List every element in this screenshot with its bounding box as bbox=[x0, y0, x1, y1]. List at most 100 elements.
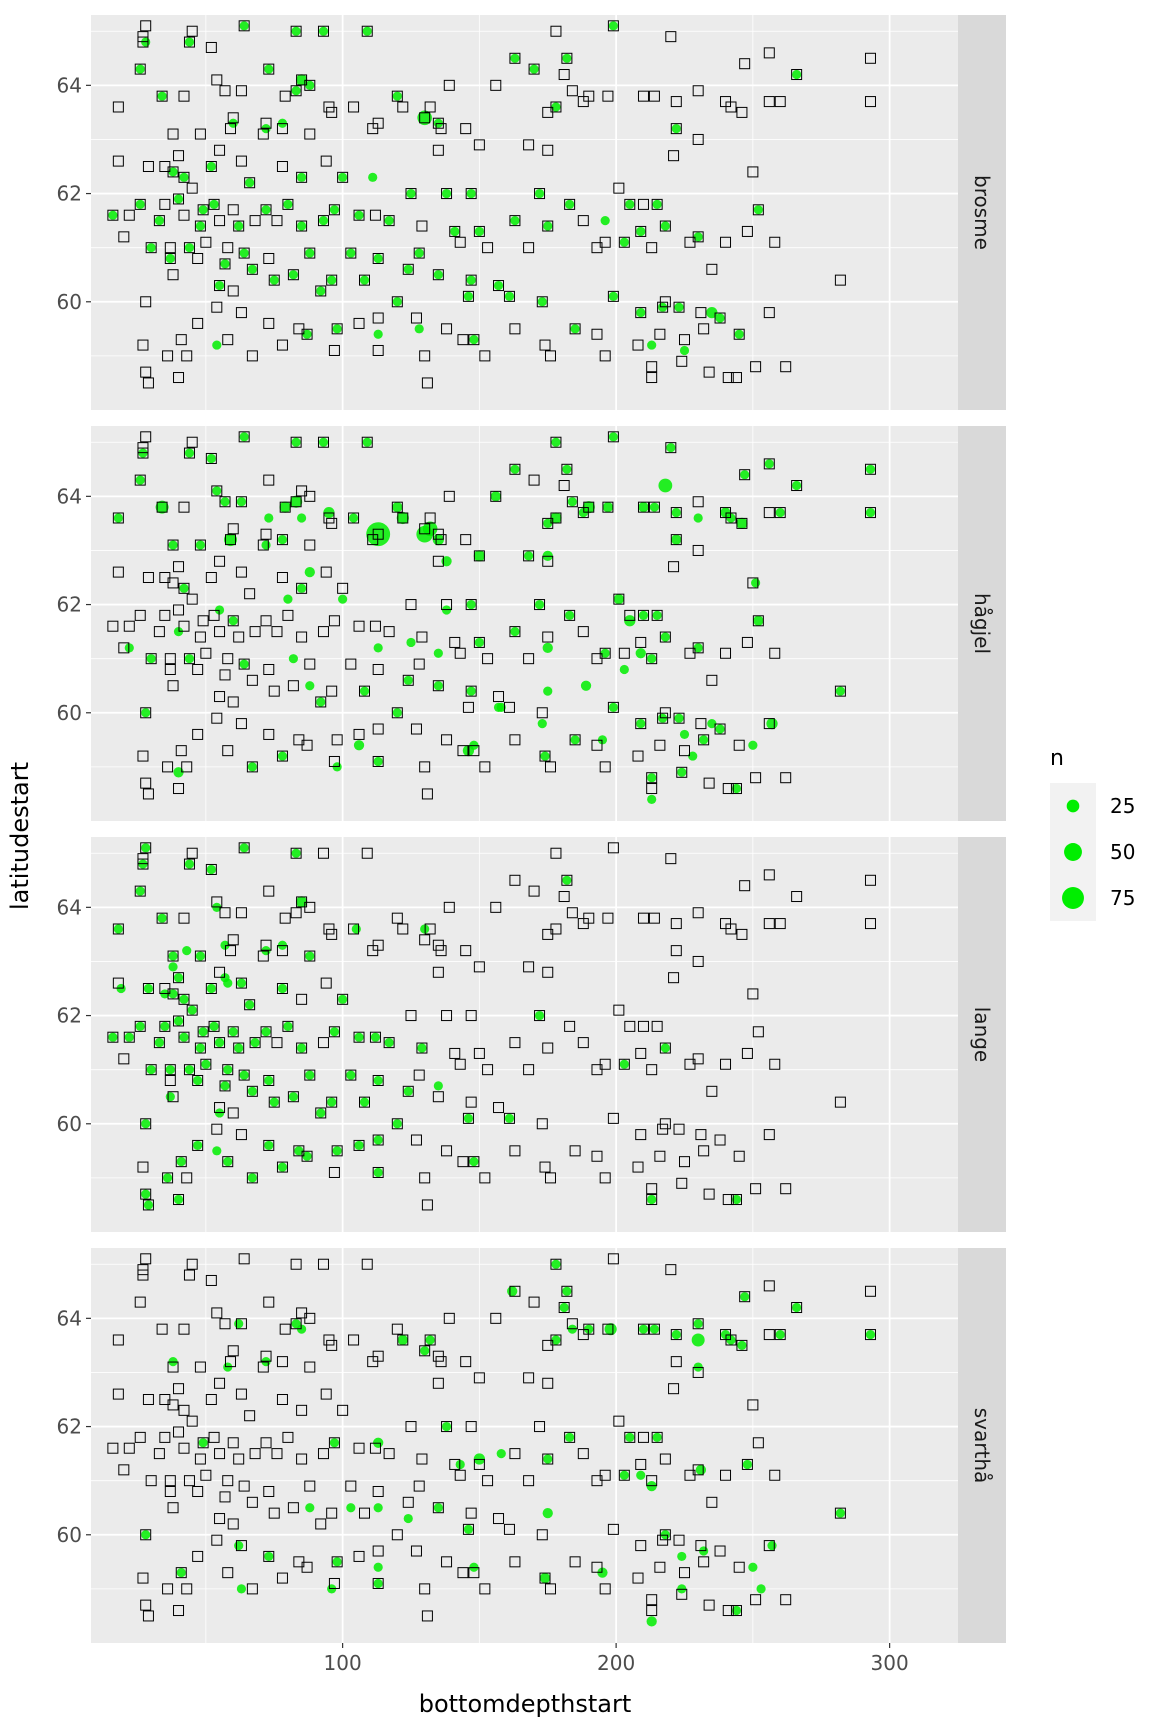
station-marker bbox=[173, 783, 185, 795]
station-marker bbox=[460, 945, 472, 957]
station-marker bbox=[337, 1404, 349, 1416]
catch-point bbox=[206, 453, 216, 464]
station-marker bbox=[703, 1188, 715, 1200]
catch-point bbox=[214, 1038, 225, 1048]
station-marker bbox=[763, 1280, 775, 1292]
station-marker bbox=[424, 101, 436, 113]
station-marker bbox=[326, 1096, 338, 1108]
station-marker bbox=[676, 1177, 688, 1189]
station-marker bbox=[369, 620, 381, 632]
station-marker bbox=[192, 1550, 204, 1562]
catch-point bbox=[173, 767, 184, 778]
station-marker bbox=[173, 561, 185, 573]
station-marker bbox=[194, 1042, 206, 1054]
station-marker bbox=[774, 918, 786, 930]
station-marker bbox=[720, 647, 732, 659]
station-marker bbox=[706, 674, 718, 686]
station-marker bbox=[528, 1296, 540, 1308]
station-marker bbox=[134, 198, 146, 210]
catch-point bbox=[688, 751, 698, 761]
station-marker bbox=[523, 653, 535, 665]
catch-point bbox=[539, 1572, 551, 1584]
station-marker bbox=[632, 1161, 644, 1173]
station-marker bbox=[714, 312, 726, 324]
catch-point bbox=[756, 1584, 766, 1594]
station-marker bbox=[410, 1134, 422, 1146]
catch-point bbox=[636, 719, 646, 729]
station-marker bbox=[345, 658, 357, 670]
catch-point bbox=[354, 1140, 364, 1151]
station-marker bbox=[618, 647, 630, 659]
station-marker bbox=[544, 350, 556, 362]
station-marker bbox=[747, 166, 759, 178]
station-marker bbox=[353, 317, 365, 329]
station-marker bbox=[134, 1296, 146, 1308]
station-marker bbox=[296, 993, 308, 1005]
station-marker bbox=[317, 1037, 329, 1049]
panel-background bbox=[91, 426, 958, 821]
catch-point bbox=[195, 221, 206, 231]
station-marker bbox=[167, 1502, 179, 1514]
station-marker bbox=[490, 1312, 502, 1324]
station-marker bbox=[227, 112, 239, 124]
station-marker bbox=[112, 923, 124, 935]
catch-point bbox=[173, 973, 184, 983]
station-marker bbox=[361, 436, 373, 448]
catch-point bbox=[305, 1503, 315, 1513]
station-marker bbox=[167, 128, 179, 140]
station-marker bbox=[145, 1475, 157, 1487]
station-marker bbox=[353, 620, 365, 632]
station-marker bbox=[550, 25, 562, 37]
station-marker bbox=[186, 593, 198, 605]
station-marker bbox=[227, 1437, 239, 1449]
station-marker bbox=[410, 723, 422, 735]
station-marker bbox=[602, 1323, 614, 1335]
station-marker bbox=[419, 350, 431, 362]
station-marker bbox=[235, 1129, 247, 1141]
station-marker bbox=[410, 312, 422, 324]
legend-title: n bbox=[1050, 746, 1064, 771]
catch-point bbox=[474, 226, 484, 237]
catch-point bbox=[433, 648, 443, 658]
station-marker bbox=[706, 1496, 718, 1508]
station-marker bbox=[263, 885, 275, 897]
catch-point bbox=[195, 540, 206, 550]
station-marker bbox=[140, 777, 152, 789]
station-marker bbox=[703, 366, 715, 378]
station-marker bbox=[224, 1356, 236, 1368]
station-marker bbox=[276, 1161, 288, 1173]
catch-point bbox=[450, 226, 460, 237]
catch-point bbox=[351, 924, 361, 934]
catch-point bbox=[212, 1146, 222, 1156]
station-marker bbox=[692, 133, 704, 145]
station-marker bbox=[235, 1388, 247, 1400]
station-marker bbox=[112, 101, 124, 113]
station-marker bbox=[670, 96, 682, 108]
catch-point bbox=[619, 1470, 629, 1480]
station-marker bbox=[725, 923, 737, 935]
station-marker bbox=[391, 912, 403, 924]
station-marker bbox=[123, 1442, 135, 1454]
station-marker bbox=[747, 1399, 759, 1411]
catch-point bbox=[373, 1135, 383, 1145]
catch-point bbox=[679, 345, 690, 356]
station-marker bbox=[449, 1047, 461, 1059]
catch-point bbox=[234, 1319, 244, 1329]
station-marker bbox=[235, 566, 247, 578]
catch-point bbox=[420, 1346, 430, 1356]
station-marker bbox=[424, 923, 436, 935]
station-marker bbox=[503, 1112, 515, 1124]
catch-point bbox=[279, 501, 291, 513]
station-marker bbox=[290, 25, 302, 37]
station-marker bbox=[279, 501, 291, 513]
station-marker bbox=[465, 274, 477, 286]
catch-point bbox=[534, 599, 545, 610]
station-marker bbox=[315, 285, 327, 297]
station-marker bbox=[698, 323, 710, 335]
station-marker bbox=[317, 215, 329, 227]
station-marker bbox=[720, 1469, 732, 1481]
station-marker bbox=[741, 1047, 753, 1059]
station-marker bbox=[167, 1399, 179, 1411]
station-marker bbox=[317, 25, 329, 37]
station-marker bbox=[345, 1480, 357, 1492]
